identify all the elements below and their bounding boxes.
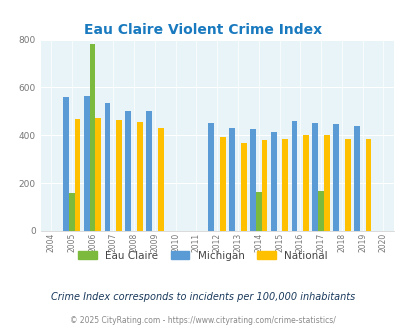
Bar [303, 135, 308, 231]
Bar [83, 96, 90, 231]
Bar [208, 123, 214, 231]
Bar [220, 138, 225, 231]
Text: Eau Claire Violent Crime Index: Eau Claire Violent Crime Index [84, 23, 321, 37]
Bar [270, 132, 276, 231]
Bar [364, 139, 371, 231]
Bar [318, 191, 323, 231]
Bar [353, 126, 359, 231]
Bar [249, 129, 255, 231]
Bar [311, 123, 318, 231]
Bar [333, 124, 338, 231]
Bar [229, 128, 234, 231]
Bar [90, 44, 95, 231]
Bar [136, 122, 143, 231]
Bar [63, 97, 69, 231]
Bar [282, 139, 288, 231]
Legend: Eau Claire, Michigan, National: Eau Claire, Michigan, National [75, 248, 330, 264]
Bar [95, 118, 101, 231]
Bar [344, 139, 350, 231]
Bar [240, 143, 246, 231]
Bar [255, 192, 261, 231]
Bar [69, 193, 75, 231]
Bar [146, 112, 151, 231]
Bar [323, 135, 329, 231]
Bar [125, 112, 131, 231]
Bar [291, 121, 297, 231]
Bar [158, 128, 163, 231]
Text: Crime Index corresponds to incidents per 100,000 inhabitants: Crime Index corresponds to incidents per… [51, 292, 354, 302]
Text: © 2025 CityRating.com - https://www.cityrating.com/crime-statistics/: © 2025 CityRating.com - https://www.city… [70, 315, 335, 325]
Bar [116, 119, 122, 231]
Bar [75, 119, 80, 231]
Bar [104, 103, 110, 231]
Bar [261, 140, 267, 231]
